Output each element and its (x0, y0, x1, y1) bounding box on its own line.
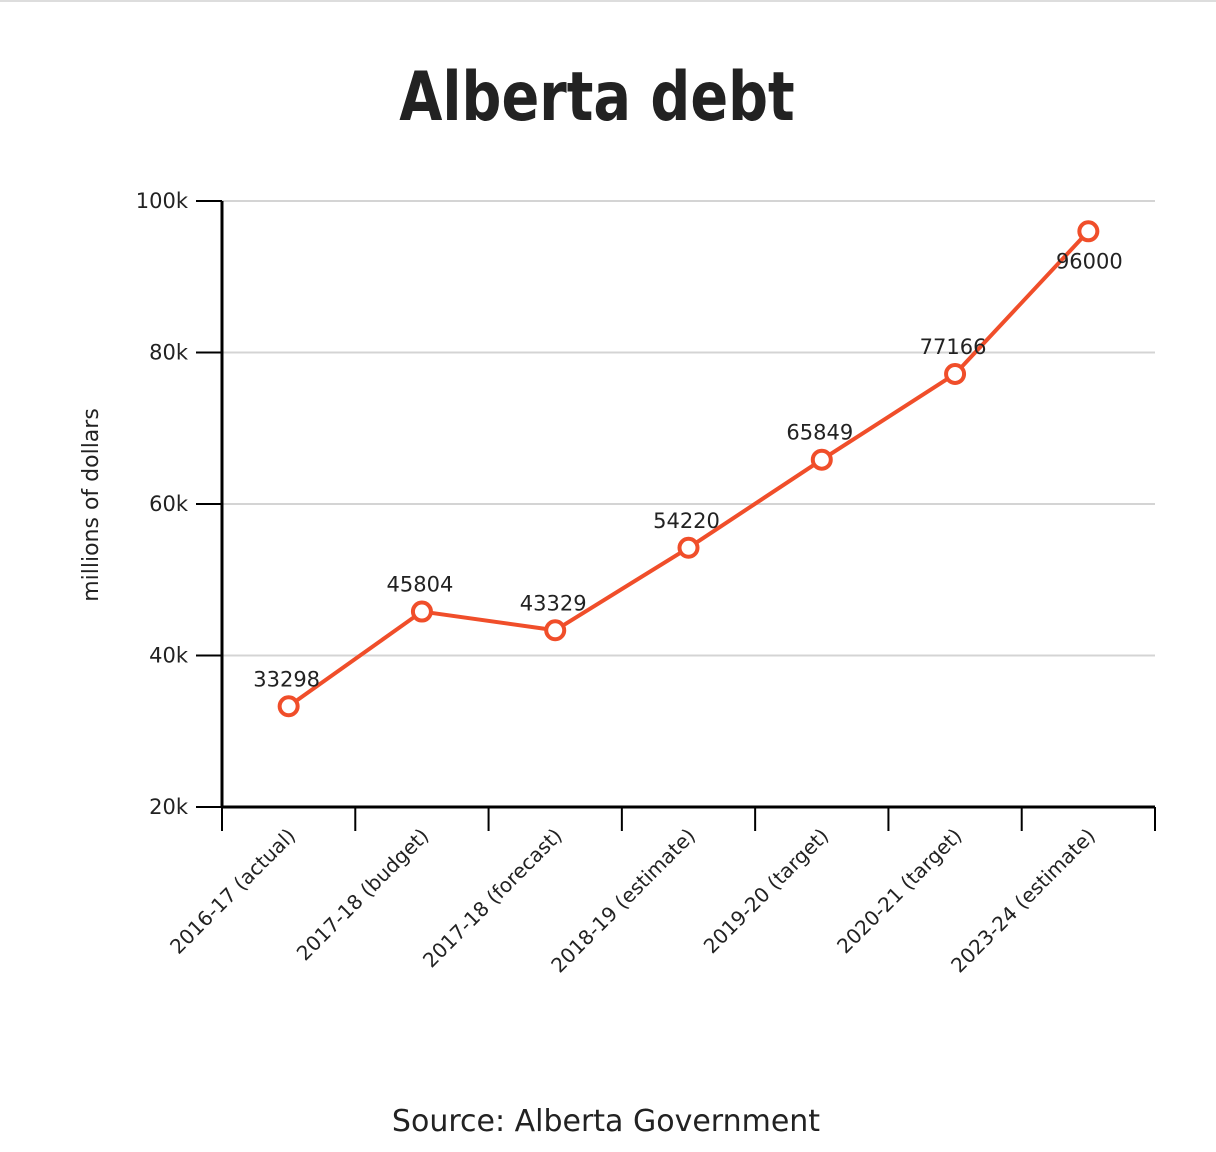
point (1077, 220, 1100, 243)
point (277, 695, 300, 718)
y-axis-label: millions of dollars (79, 408, 104, 602)
x-tick-label: 2017-18 (budget) (292, 824, 434, 966)
y-tick-label: 40k (149, 644, 189, 668)
data-label: 33298 (253, 667, 320, 691)
x-tick-label: 2019-20 (target) (699, 824, 834, 959)
point (677, 536, 700, 559)
chart-title: Alberta debt (399, 57, 794, 137)
y-tick-label: 20k (149, 795, 189, 819)
x-tick-label: 2016-17 (actual) (165, 824, 300, 959)
data-label: 54220 (653, 509, 720, 533)
line (287, 229, 1090, 708)
x-tick-label: 2017-18 (forecast) (418, 824, 567, 973)
y-tick-label: 100k (136, 189, 189, 213)
source: Source: Alberta Government (392, 1104, 820, 1139)
y-tick-label: 80k (149, 341, 189, 365)
x-tick-label: 2018-19 (estimate) (546, 824, 700, 978)
data-label: 45804 (387, 573, 454, 597)
data-label: 65849 (786, 421, 853, 445)
point (410, 600, 433, 623)
point (544, 619, 567, 642)
x-tick-label: 2023-24 (estimate) (946, 824, 1100, 978)
data-label: 43329 (520, 591, 587, 615)
x-tick-label: 2020-21 (target) (832, 824, 967, 959)
data-label: 77166 (920, 335, 987, 359)
y-tick-label: 60k (149, 492, 189, 516)
data-label: 96000 (1056, 249, 1123, 273)
point (810, 448, 833, 471)
point (944, 362, 967, 385)
